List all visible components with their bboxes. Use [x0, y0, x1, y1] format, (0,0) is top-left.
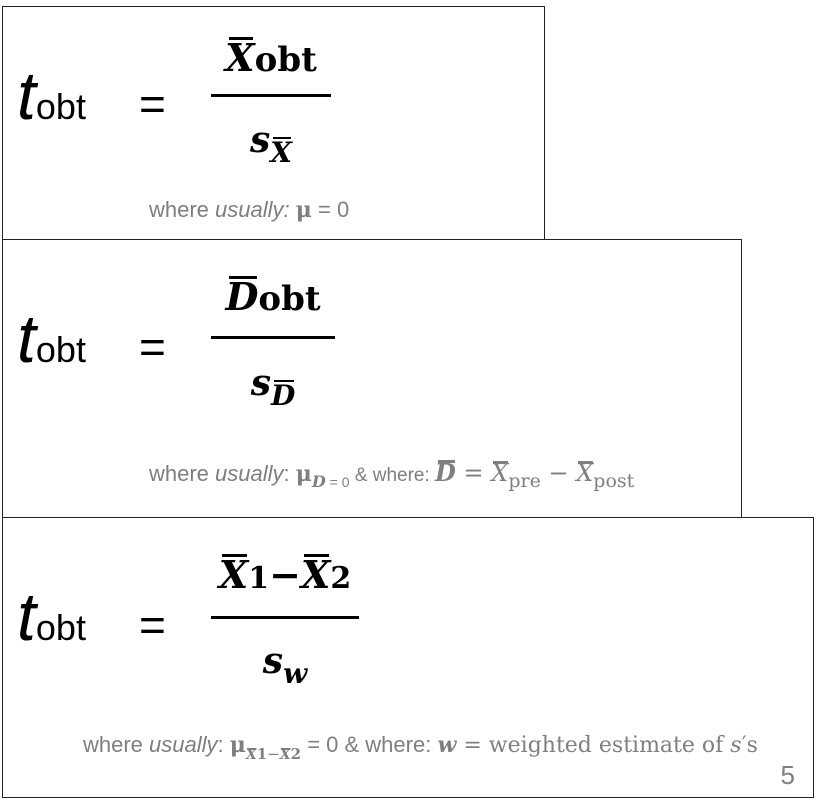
- numerator: Dobt: [211, 274, 335, 319]
- equals-sign: =: [139, 321, 166, 373]
- note-w: w: [437, 732, 457, 758]
- equals-sign: =: [139, 599, 166, 651]
- fraction: X1−X2 sw: [211, 542, 359, 712]
- note-text: where usually: μX1−X2 = 0 & where: w = w…: [83, 732, 758, 763]
- denominator: sw: [211, 640, 359, 690]
- note-where: where: [83, 732, 150, 757]
- note-where: where: [149, 197, 216, 222]
- obt-subscript: obt: [35, 329, 86, 370]
- t-obt-label: tobt: [17, 578, 86, 656]
- note-d-bar: D: [435, 458, 456, 487]
- note-rest: = 0 & where:: [301, 732, 438, 757]
- note-mu-sub-rest: = 0: [325, 474, 350, 490]
- note-usually: usually: [149, 732, 218, 757]
- sub-1: 1: [248, 561, 270, 596]
- note-apostrophe-s: ′s: [741, 733, 758, 758]
- note-post-sub: post: [593, 470, 635, 492]
- s-variable: s: [250, 362, 271, 404]
- fraction-bar: [211, 616, 359, 619]
- note-mu: μ: [295, 197, 312, 223]
- s-variable: s: [262, 640, 284, 682]
- sub-2: 2: [330, 561, 352, 596]
- denominator: sD: [211, 362, 335, 412]
- t-variable: t: [17, 58, 36, 134]
- note-mu: μ: [295, 461, 312, 487]
- note-mu-sub-d: D: [311, 472, 326, 491]
- note-mu: μ: [229, 732, 246, 758]
- note-weighted-estimate: = weighted estimate of: [456, 733, 731, 758]
- note-colon: :: [217, 732, 230, 757]
- page-number: 5: [780, 760, 795, 790]
- formula-box-3: tobt = X1−X2 sw where usually: μX1−X2 = …: [2, 517, 814, 798]
- x1-bar: X: [218, 552, 249, 597]
- note-x-post: X: [576, 459, 594, 487]
- note-usually: usually: [215, 461, 284, 486]
- note-usually: usually:: [215, 197, 290, 222]
- note-rest: = 0: [311, 197, 350, 222]
- equals-sign: =: [139, 78, 166, 130]
- note-s: s: [730, 733, 742, 758]
- x2-bar: X: [300, 552, 331, 597]
- note-pre-sub: pre: [508, 470, 541, 492]
- note-mu-sub-2: 2: [290, 745, 302, 763]
- note-mu-sub-1: 1: [256, 745, 268, 763]
- denominator: sX: [211, 119, 331, 169]
- numerator: Xobt: [211, 35, 331, 80]
- note-minus: −: [540, 459, 577, 487]
- note-text: where usually: μD = 0 & where: D = Xpre …: [149, 458, 634, 492]
- w-subscript: w: [283, 657, 308, 690]
- note-mu-sub-x1: X: [245, 747, 257, 763]
- fraction-bar: [211, 94, 331, 97]
- x-bar: X: [225, 35, 255, 80]
- note-where: where: [149, 461, 216, 486]
- t-obt-label: tobt: [17, 57, 86, 135]
- fraction-bar: [211, 336, 335, 339]
- fraction: Xobt sX: [211, 27, 331, 187]
- note-x-pre: X: [491, 459, 509, 487]
- note-colon: :: [283, 461, 296, 486]
- minus-sign: −: [269, 552, 301, 597]
- t-variable: t: [17, 579, 36, 655]
- note-text: where usually: μ = 0: [149, 197, 349, 223]
- d-bar-subscript: D: [271, 379, 296, 412]
- t-variable: t: [17, 301, 36, 377]
- numerator: X1−X2: [211, 552, 359, 597]
- x-bar-subscript: X: [270, 136, 292, 169]
- fraction: Dobt sD: [211, 264, 335, 434]
- obt-subscript: obt: [35, 86, 86, 127]
- s-variable: s: [249, 119, 271, 161]
- formula-box-1: tobt = Xobt sX where usually: μ = 0: [2, 6, 545, 241]
- formula-box-2: tobt = Dobt sD where usually: μD = 0 & w…: [2, 239, 742, 519]
- obt-subscript: obt: [254, 40, 317, 80]
- note-and-where: & where:: [349, 465, 436, 486]
- obt-subscript: obt: [258, 279, 321, 319]
- t-obt-label: tobt: [17, 300, 86, 378]
- note-equals: =: [455, 459, 492, 487]
- note-mu-sub-minus: −: [267, 745, 280, 763]
- d-bar: D: [225, 274, 259, 319]
- note-mu-sub-x2: X: [279, 747, 291, 763]
- obt-subscript: obt: [35, 607, 86, 648]
